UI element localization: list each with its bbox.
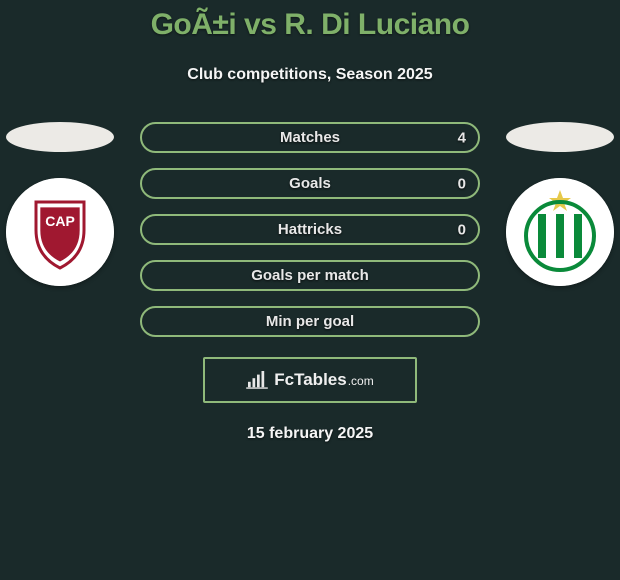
club-shield-right-icon — [506, 178, 614, 286]
stat-row-min-per-goal: Min per goal — [140, 306, 480, 337]
stat-value-right: 0 — [458, 175, 466, 192]
stat-row-goals-per-match: Goals per match — [140, 260, 480, 291]
club-shield-left-icon: CAP — [6, 178, 114, 286]
page-title: GoÃ±i vs R. Di Luciano — [0, 8, 620, 42]
svg-text:CAP: CAP — [45, 213, 75, 229]
brand-domain: .com — [348, 374, 374, 388]
player-right-column — [500, 122, 620, 286]
bar-chart-icon — [246, 371, 268, 389]
brand-box[interactable]: FcTables.com — [203, 357, 417, 403]
club-badge-right — [506, 178, 614, 286]
comparison-date: 15 february 2025 — [0, 425, 620, 443]
brand-name: FcTables — [274, 370, 346, 390]
stat-label: Hattricks — [278, 221, 342, 238]
stat-row-hattricks: Hattricks 0 — [140, 214, 480, 245]
stat-label: Matches — [280, 129, 340, 146]
stat-value-right: 0 — [458, 221, 466, 238]
stats-area: CAP Matches 4 — [0, 122, 620, 443]
club-badge-left: CAP — [6, 178, 114, 286]
player-left-column: CAP — [0, 122, 120, 286]
comparison-card: GoÃ±i vs R. Di Luciano Club competitions… — [0, 0, 620, 443]
stat-label: Min per goal — [266, 313, 354, 330]
player-right-photo — [506, 122, 614, 152]
stat-row-matches: Matches 4 — [140, 122, 480, 153]
stat-row-goals: Goals 0 — [140, 168, 480, 199]
season-subtitle: Club competitions, Season 2025 — [0, 66, 620, 84]
stats-list: Matches 4 Goals 0 Hattricks 0 Goals per … — [140, 122, 480, 337]
player-left-photo — [6, 122, 114, 152]
stat-label: Goals per match — [251, 267, 369, 284]
stat-value-right: 4 — [458, 129, 466, 146]
brand-text: FcTables.com — [274, 370, 373, 390]
stat-label: Goals — [289, 175, 331, 192]
